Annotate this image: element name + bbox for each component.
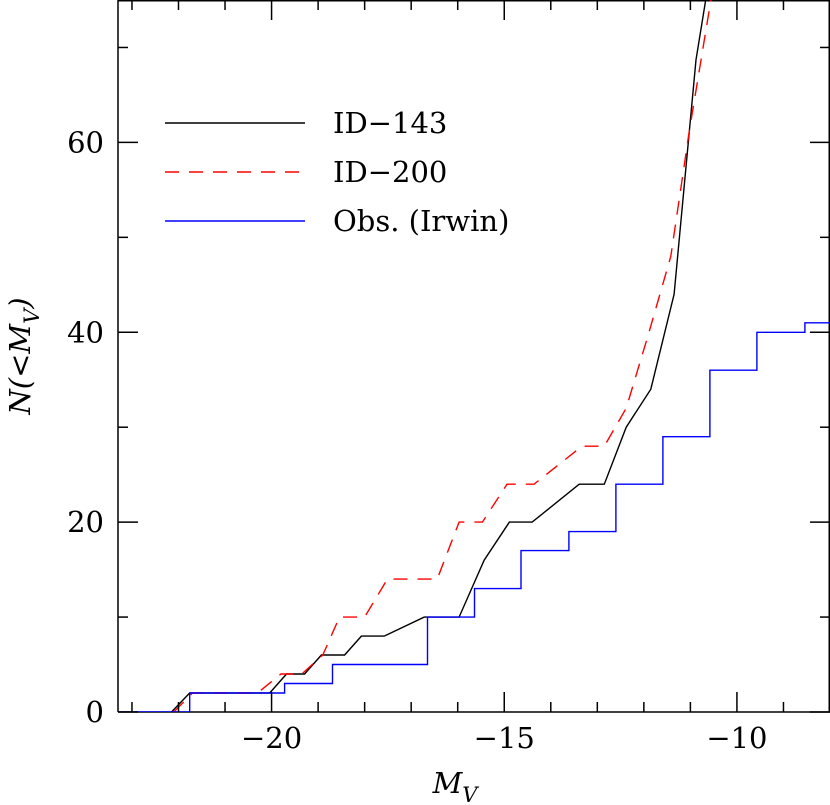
x-tick-label: −15 (474, 721, 535, 755)
y-axis-label-main: N(<M (3, 323, 37, 416)
y-tick-label: 40 (67, 315, 104, 349)
x-tick-label: −20 (241, 721, 302, 755)
y-tick-label: 0 (86, 695, 104, 729)
x-axis-label-sub: V (462, 783, 479, 805)
legend-label: Obs. (Irwin) (333, 204, 509, 238)
x-axis-label-main: M (432, 766, 464, 800)
x-axis-label: MV (432, 766, 480, 805)
legend-label: ID−143 (333, 106, 447, 140)
plot-area (118, 0, 830, 712)
y-tick-label: 60 (67, 125, 104, 159)
series-line (118, 322, 830, 712)
x-tick-label: −10 (706, 721, 767, 755)
legend-label: ID−200 (333, 155, 447, 189)
y-axis-label-end: ) (3, 297, 37, 309)
y-axis-label: N(<MV) (3, 297, 44, 415)
series-line (173, 0, 712, 712)
y-tick-label: 20 (67, 505, 104, 539)
y-axis-label-sub: V (20, 307, 44, 324)
